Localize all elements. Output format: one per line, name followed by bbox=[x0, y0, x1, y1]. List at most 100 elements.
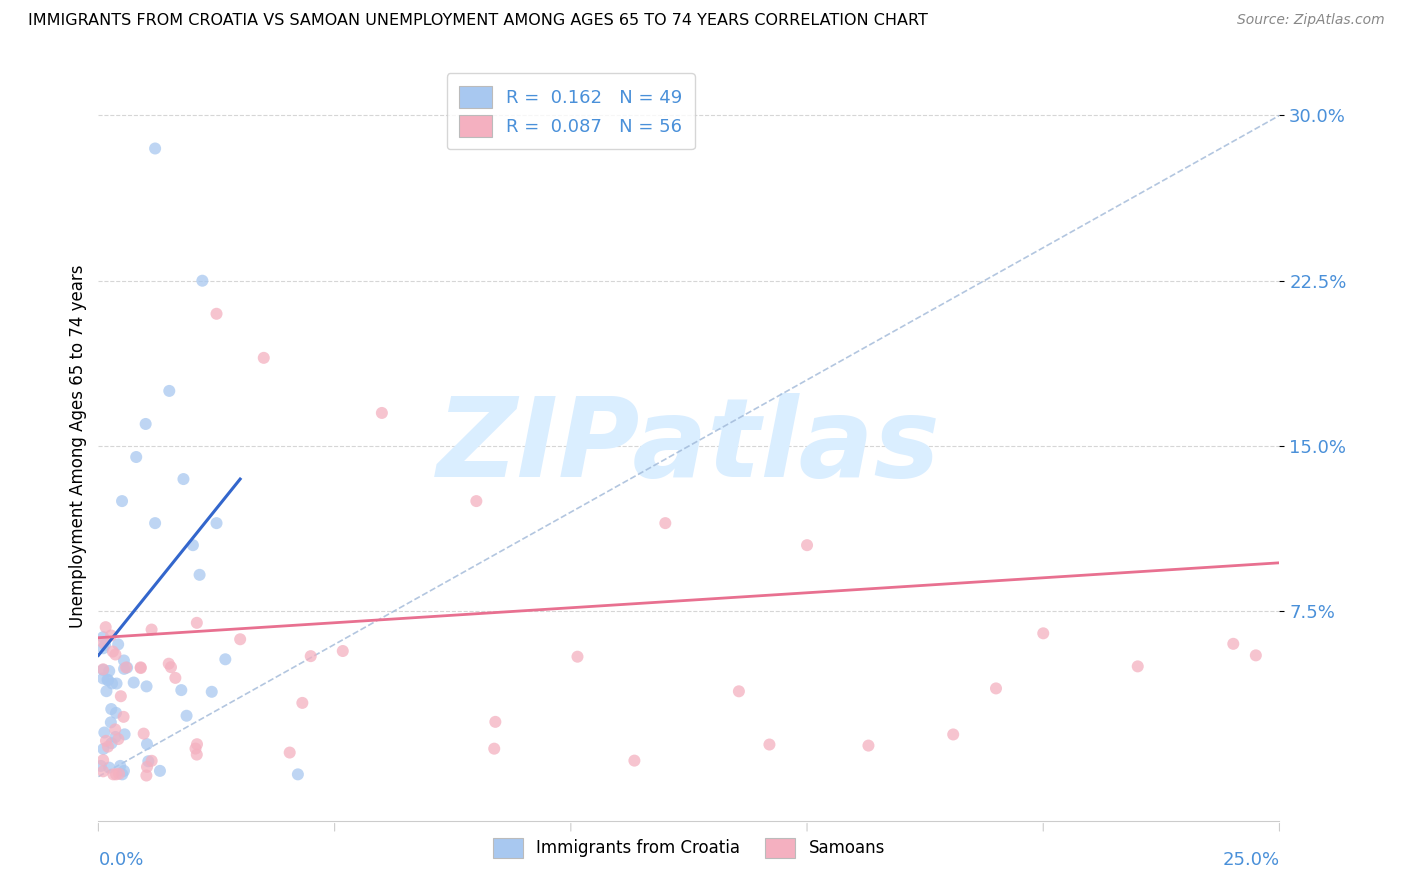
Point bbox=[94, 734, 117, 748]
Point bbox=[112, 710, 135, 724]
Point bbox=[91, 672, 114, 686]
Point bbox=[91, 662, 114, 676]
Point bbox=[136, 760, 159, 774]
Point bbox=[654, 516, 676, 530]
Point bbox=[157, 384, 180, 398]
Point bbox=[103, 767, 125, 781]
Point bbox=[371, 406, 394, 420]
Point bbox=[110, 759, 132, 773]
Point bbox=[114, 727, 136, 741]
Point bbox=[287, 767, 309, 781]
Point bbox=[1032, 626, 1054, 640]
Point bbox=[728, 684, 751, 698]
Point bbox=[229, 632, 252, 647]
Point bbox=[91, 764, 114, 779]
Point bbox=[184, 741, 207, 756]
Point bbox=[299, 649, 322, 664]
Point bbox=[91, 663, 114, 677]
Point bbox=[758, 738, 780, 752]
Text: ZIPatlas: ZIPatlas bbox=[437, 392, 941, 500]
Point bbox=[115, 660, 138, 674]
Point bbox=[94, 638, 117, 652]
Point bbox=[108, 766, 131, 780]
Point bbox=[98, 761, 121, 775]
Point bbox=[465, 494, 488, 508]
Point bbox=[135, 417, 157, 431]
Point bbox=[1244, 648, 1267, 663]
Point bbox=[143, 141, 166, 155]
Point bbox=[567, 649, 589, 664]
Point bbox=[1222, 637, 1244, 651]
Point bbox=[129, 660, 152, 674]
Point bbox=[136, 737, 159, 751]
Point bbox=[111, 767, 134, 781]
Point bbox=[104, 648, 127, 662]
Point bbox=[100, 628, 122, 642]
Point bbox=[104, 730, 127, 744]
Point bbox=[91, 635, 114, 649]
Point bbox=[278, 746, 301, 760]
Point bbox=[90, 759, 112, 773]
Text: 0.0%: 0.0% bbox=[98, 852, 143, 870]
Point bbox=[141, 754, 163, 768]
Point bbox=[136, 754, 159, 768]
Point bbox=[93, 742, 115, 756]
Point bbox=[623, 754, 645, 768]
Point bbox=[205, 307, 228, 321]
Point bbox=[100, 702, 122, 716]
Point bbox=[484, 714, 506, 729]
Point bbox=[91, 753, 114, 767]
Point bbox=[91, 641, 114, 656]
Point bbox=[105, 676, 128, 690]
Point bbox=[1126, 659, 1149, 673]
Point bbox=[98, 664, 121, 678]
Point bbox=[107, 637, 129, 651]
Point bbox=[149, 764, 172, 778]
Point bbox=[104, 723, 127, 737]
Point bbox=[100, 736, 122, 750]
Point bbox=[172, 472, 194, 486]
Point bbox=[858, 739, 880, 753]
Point bbox=[484, 741, 506, 756]
Point bbox=[111, 494, 134, 508]
Text: 25.0%: 25.0% bbox=[1222, 852, 1279, 870]
Point bbox=[101, 644, 124, 658]
Point bbox=[942, 727, 965, 741]
Point bbox=[115, 660, 138, 674]
Point bbox=[97, 739, 120, 754]
Point bbox=[188, 567, 211, 582]
Point bbox=[186, 747, 208, 762]
Point bbox=[94, 620, 117, 634]
Point bbox=[105, 706, 128, 720]
Point bbox=[214, 652, 236, 666]
Point bbox=[93, 725, 115, 739]
Point bbox=[205, 516, 228, 530]
Point bbox=[796, 538, 818, 552]
Point bbox=[332, 644, 354, 658]
Point bbox=[91, 630, 114, 644]
Point bbox=[100, 715, 122, 730]
Point bbox=[112, 764, 135, 778]
Y-axis label: Unemployment Among Ages 65 to 74 years: Unemployment Among Ages 65 to 74 years bbox=[69, 264, 87, 628]
Point bbox=[176, 708, 198, 723]
Point bbox=[984, 681, 1007, 696]
Point bbox=[170, 683, 193, 698]
Point bbox=[129, 661, 152, 675]
Point bbox=[112, 662, 135, 676]
Point bbox=[107, 732, 129, 747]
Point bbox=[97, 673, 120, 688]
Point bbox=[132, 726, 155, 740]
Point bbox=[122, 675, 145, 690]
Point bbox=[157, 657, 180, 671]
Point bbox=[143, 516, 166, 530]
Point bbox=[101, 676, 124, 690]
Point bbox=[186, 737, 208, 751]
Point bbox=[201, 685, 224, 699]
Point bbox=[191, 274, 214, 288]
Text: Source: ZipAtlas.com: Source: ZipAtlas.com bbox=[1237, 13, 1385, 28]
Point bbox=[165, 671, 187, 685]
Point bbox=[291, 696, 314, 710]
Point bbox=[141, 623, 163, 637]
Point bbox=[160, 660, 183, 674]
Point bbox=[110, 690, 132, 704]
